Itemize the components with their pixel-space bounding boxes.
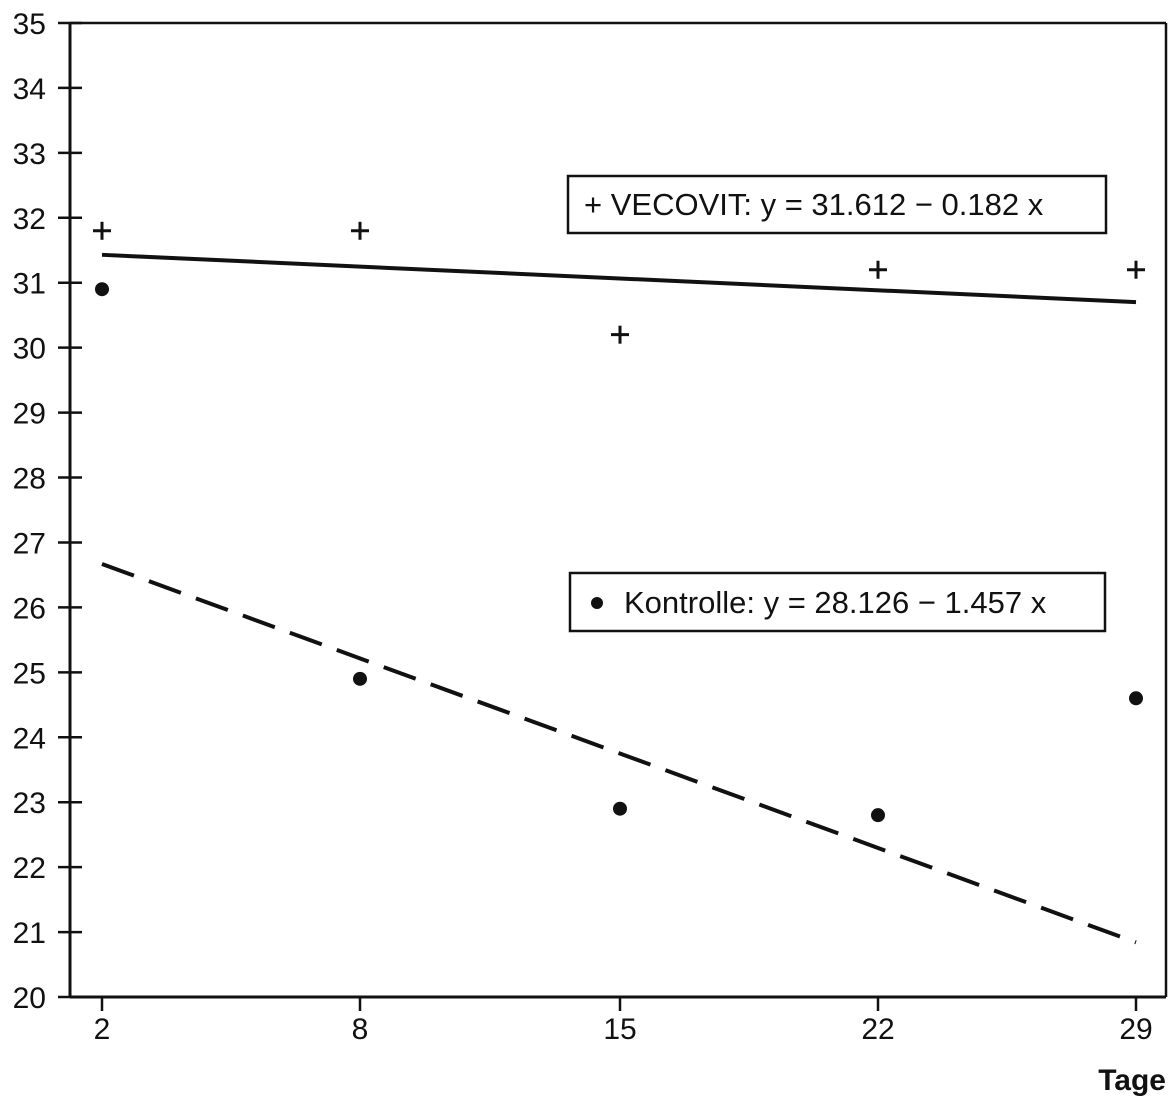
legend-kontrolle-dot-icon xyxy=(591,597,603,609)
y-tick-label: 33 xyxy=(13,138,46,171)
y-tick-label: 26 xyxy=(13,592,46,625)
data-point-vecovit xyxy=(93,221,111,240)
x-tick-label: 15 xyxy=(603,1013,636,1046)
y-tick-label: 21 xyxy=(13,917,46,950)
y-tick-label: 32 xyxy=(13,203,46,236)
y-tick-label: 25 xyxy=(13,657,46,690)
x-tick-label: 29 xyxy=(1119,1013,1152,1046)
data-point-kontrolle xyxy=(95,282,109,297)
x-tick-label: 8 xyxy=(352,1013,369,1046)
x-tick-label: 2 xyxy=(94,1013,111,1046)
y-tick-label: 20 xyxy=(13,982,46,1015)
data-point-vecovit xyxy=(351,221,369,240)
data-point-vecovit xyxy=(1127,260,1145,279)
data-point-kontrolle xyxy=(353,671,367,686)
legend-kontrolle-label: Kontrolle: y = 28.126 − 1.457 x xyxy=(624,585,1047,620)
fit-lines xyxy=(101,252,1137,945)
fit-line-vecovit xyxy=(101,252,1137,305)
y-tick-label: 29 xyxy=(13,398,46,431)
y-tick-label: 23 xyxy=(13,787,46,820)
legend-vecovit: + VECOVIT: y = 31.612 − 0.182 x xyxy=(566,174,1108,235)
legend-kontrolle-box xyxy=(568,571,1107,633)
legend-vecovit-label: + VECOVIT: y = 31.612 − 0.182 x xyxy=(584,187,1044,222)
data-point-vecovit xyxy=(611,325,629,344)
y-axis: 20 21 22 23 24 25 26 27 28 29 30 31 32 33 34 35 xyxy=(13,8,82,1015)
plot-frame xyxy=(68,21,1168,999)
fit-line-kontrolle xyxy=(101,562,1137,945)
markers xyxy=(93,221,1145,823)
legend-vecovit-box xyxy=(566,174,1108,235)
data-point-vecovit xyxy=(869,260,887,279)
y-tick-label: 24 xyxy=(13,722,46,755)
x-tick-label: 22 xyxy=(861,1013,894,1046)
y-tick-label: 28 xyxy=(13,463,46,496)
x-axis: 2 8 15 22 29 xyxy=(94,997,1153,1046)
y-tick-label: 22 xyxy=(13,852,46,885)
legend-kontrolle: Kontrolle: y = 28.126 − 1.457 x xyxy=(568,571,1107,633)
data-point-kontrolle xyxy=(613,801,627,816)
data-point-kontrolle xyxy=(1129,691,1143,706)
data-point-kontrolle xyxy=(871,808,885,823)
y-tick-label: 30 xyxy=(13,333,46,366)
x-axis-label: Tage xyxy=(1098,1064,1166,1097)
y-tick-label: 27 xyxy=(13,527,46,560)
y-tick-label: 35 xyxy=(13,8,46,41)
y-tick-label: 34 xyxy=(13,73,46,106)
y-tick-label: 31 xyxy=(13,268,46,301)
